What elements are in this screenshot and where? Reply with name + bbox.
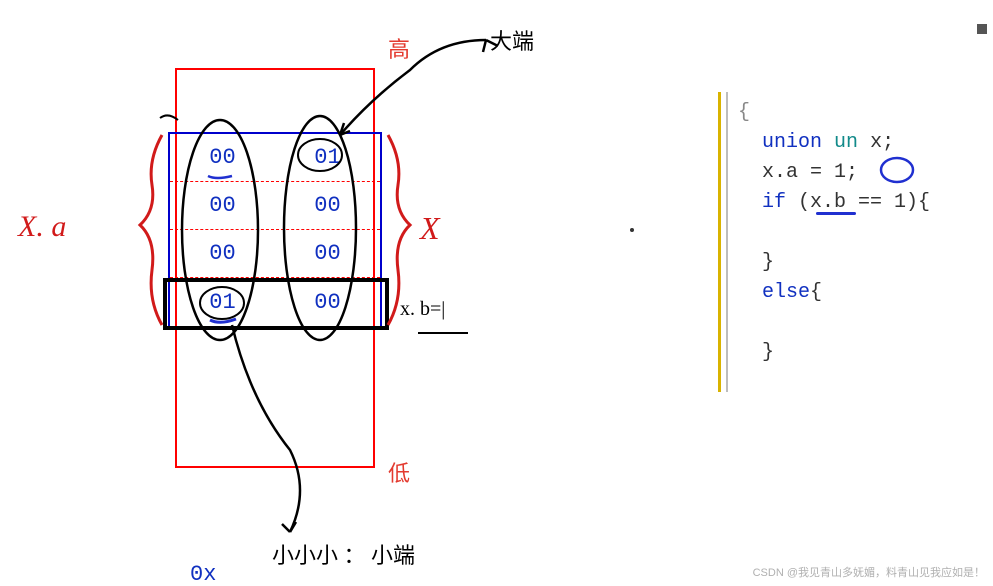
code-token [738, 311, 750, 334]
label-hex-prefix: 0x [190, 562, 216, 586]
stray-dot [630, 228, 634, 232]
mem-row-0: 00 01 [170, 134, 380, 182]
bracket-right [388, 135, 410, 325]
code-token: x; [858, 131, 894, 154]
code-line-3: if (x.b == 1){ [738, 188, 988, 218]
code-gutter-gray [726, 92, 728, 392]
label-xb: x. b=| [400, 298, 445, 321]
code-token: { [738, 101, 750, 124]
code-token: if [762, 191, 786, 214]
watermark: CSDN @我见青山多妩媚，料青山见我应如是！ [753, 564, 985, 580]
code-token: x.a = [738, 161, 834, 184]
mem-cell-2-1: 00 [275, 230, 380, 277]
code-line-8: } [738, 338, 988, 368]
label-big-endian: 大端 [490, 24, 534, 56]
code-token: un [834, 131, 858, 154]
code-token [738, 221, 750, 244]
code-token: } [738, 341, 774, 364]
xb-highlight-box [163, 278, 389, 330]
label-xa: X. a [18, 210, 66, 244]
mem-cell-1-0: 00 [170, 182, 275, 229]
code-line-0: { [738, 98, 988, 128]
code-line-6: else{ [738, 278, 988, 308]
code-line-7 [738, 308, 988, 338]
code-token [738, 131, 762, 154]
code-line-5: } [738, 248, 988, 278]
code-line-2: x.a = 1; [738, 158, 988, 188]
code-token: else [762, 281, 810, 304]
code-token: { [810, 281, 822, 304]
code-token: } [738, 251, 774, 274]
code-token: ; [846, 161, 858, 184]
corner-artifact [977, 24, 987, 34]
label-xb-val: | [441, 298, 445, 320]
label-xb-text: x. b= [400, 298, 441, 320]
code-line-1: union un x; [738, 128, 988, 158]
mem-row-1: 00 00 [170, 182, 380, 230]
code-token [738, 191, 762, 214]
mem-cell-0-0: 00 [170, 134, 275, 181]
mem-cell-0-1: 01 [275, 134, 380, 181]
code-token: 1 [834, 161, 846, 184]
code-lines: { union un x; x.a = 1; if (x.b == 1){ } … [738, 98, 988, 368]
label-little-endian: 小小小 ： 小端 [272, 538, 415, 570]
mem-row-2: 00 00 [170, 230, 380, 278]
code-panel: { union un x; x.a = 1; if (x.b == 1){ } … [738, 98, 988, 368]
mem-cell-1-1: 00 [275, 182, 380, 229]
code-token: (x.b == 1){ [786, 191, 930, 214]
label-x: X [420, 210, 440, 247]
underline-xb [816, 212, 856, 215]
code-token [822, 131, 834, 154]
label-high: 高 [388, 32, 410, 64]
dash-under-xb [418, 332, 468, 334]
mem-cell-2-0: 00 [170, 230, 275, 277]
label-low: 低 [388, 456, 410, 488]
code-line-4 [738, 218, 988, 248]
code-gutter-yellow [718, 92, 721, 392]
code-token: union [762, 131, 822, 154]
bracket-left [140, 135, 162, 325]
code-token [738, 281, 762, 304]
